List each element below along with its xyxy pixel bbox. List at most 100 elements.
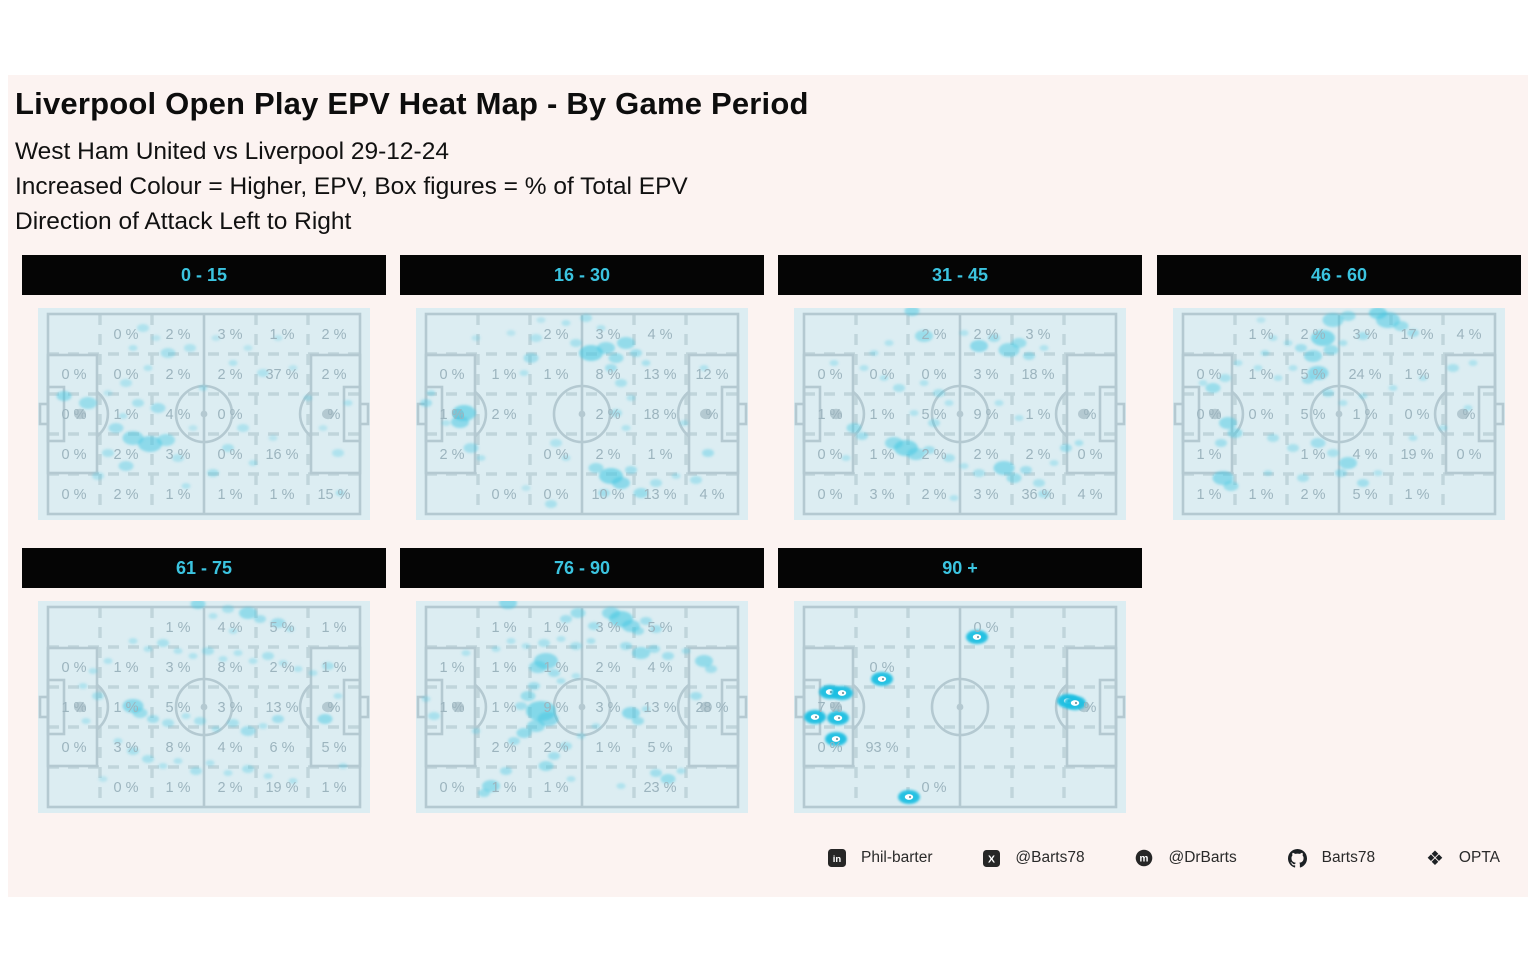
zone-epv-label: 3 % [218, 327, 243, 343]
heat-blobs [420, 314, 714, 508]
zone-epv-label: 0 % [62, 660, 87, 676]
zone-epv-label: 1 % [62, 700, 87, 716]
zone-epv-label: 4 % [218, 620, 243, 636]
zone-epv-label: 13 % [643, 487, 676, 503]
pitch-markings [794, 312, 1126, 516]
penalty-spot-right [322, 408, 334, 420]
zone-epv-label: % [1084, 407, 1097, 423]
zone-epv-label: 3 % [1353, 327, 1378, 343]
zone-epv-label: 0 % [922, 367, 947, 383]
credit-label: Phil-barter [861, 849, 933, 866]
subtitle-legend: Increased Colour = Higher, EPV, Box figu… [15, 173, 688, 200]
zone-epv-label: 3 % [596, 620, 621, 636]
pitch-heatmap-6: 1 % 1 % 3 % 5 % 1 % 1 % 1 % 2 % 4 % 1 % 1 % 9 % 3 % 1… [416, 597, 748, 813]
center-spot [956, 703, 964, 711]
credit-opta: ❖ OPTA [1426, 848, 1500, 868]
period-label: 61 - 75 [175, 557, 233, 578]
zone-epv-label: 0 % [974, 620, 999, 636]
zone-epv-label: % [328, 407, 341, 423]
zone-epv-label: 28 % [695, 700, 728, 716]
zone-epv-label: 3 % [1026, 327, 1051, 343]
zone-epv-label: 1 % [596, 740, 621, 756]
zone-epv-label: 2 % [596, 447, 621, 463]
zone-epv-label: 0 % [62, 487, 87, 503]
zone-epv-label: 0 % [1249, 407, 1274, 423]
zone-epv-label: 2 % [114, 487, 139, 503]
pitch-container: 1 % 2 % 3 % 17 % 4 % 0 % 1 % 5 % 24 % 1 % 0 % 0 % 5 … [1173, 307, 1505, 520]
zone-epv-label: 1 % [1405, 367, 1430, 383]
zone-epv-label: 9 % [974, 407, 999, 423]
zone-epv-label: 0 % [440, 367, 465, 383]
svg-text:X: X [988, 853, 995, 865]
zone-epv-label: 1 % [492, 700, 517, 716]
cell-labels: 1 % 1 % 3 % 5 % 1 % 1 % 1 % 2 % 4 % 1 % 1 % 9 % 3 % 1… [440, 620, 729, 796]
zone-epv-label: % [706, 407, 719, 423]
zone-epv-label: 8 % [218, 660, 243, 676]
zone-epv-label: 1 % [544, 367, 569, 383]
zone-epv-label: 4 % [700, 487, 725, 503]
zone-epv-label: 0 % [818, 487, 843, 503]
zone-epv-label: 0 % [1078, 447, 1103, 463]
zone-epv-label: 4 % [1078, 487, 1103, 503]
period-label: 46 - 60 [1310, 264, 1368, 285]
penalty-spot-left [452, 701, 464, 713]
zone-epv-label: 1 % [1249, 327, 1274, 343]
zone-epv-label: 1 % [166, 620, 191, 636]
period-card-0-15: 0 - 15 0 % 2 % 3 % 1 % 2 % 0 % 0 % 2 % 2 % 37 % 2 %… [22, 255, 386, 520]
pitch-heatmap-2: 2 % 3 % 4 % 0 % 1 % 1 % 8 % 13 % 12 % 1 % 2 % 2 % 18… [416, 308, 748, 520]
period-header: 46 - 60 [1157, 255, 1521, 295]
center-spot [200, 410, 208, 418]
heat-blobs [56, 324, 353, 496]
zone-epv-label: 1 % [322, 620, 347, 636]
zone-epv-label: 3 % [218, 700, 243, 716]
page-title: Liverpool Open Play EPV Heat Map - By Ga… [15, 86, 809, 121]
pitch-container: 0 % 0 % 7 %% 0 % 93 % 0 % [794, 601, 1126, 813]
zone-epv-label: 0 % [62, 740, 87, 756]
zone-epv-label: 2 % [922, 327, 947, 343]
zone-epv-label: 1 % [440, 700, 465, 716]
zone-epv-label: 0 % [1197, 407, 1222, 423]
zone-epv-label: 0 % [218, 407, 243, 423]
zone-epv-label: 2 % [596, 660, 621, 676]
credit-label: @DrBarts [1168, 849, 1237, 866]
zone-epv-label: 1 % [544, 620, 569, 636]
x-twitter-icon: X [983, 849, 1001, 867]
credit-label: OPTA [1458, 849, 1500, 866]
penalty-spot-right [322, 701, 334, 713]
zone-epv-label: 3 % [596, 700, 621, 716]
zone-epv-label: 4 % [648, 327, 673, 343]
period-card-16-30: 16 - 30 2 % 3 % 4 % 0 % 1 % 1 % 8 % 13 % 12 % 1 % 2… [400, 255, 764, 520]
zone-epv-label: 0 % [818, 447, 843, 463]
zone-epv-label: 1 % [1026, 407, 1051, 423]
zone-epv-label: 1 % [544, 780, 569, 796]
zone-epv-label: % [1084, 700, 1097, 716]
zone-epv-label: 0 % [1405, 407, 1430, 423]
zone-epv-label: 0 % [62, 407, 87, 423]
zone-epv-label: 2 % [322, 367, 347, 383]
subtitle-block: West Ham United vs Liverpool 29-12-24 In… [15, 134, 688, 239]
cell-labels: 1 % 4 % 5 % 1 % 0 % 1 % 3 % 8 % 2 % 1 % 1 % 1 % 5 % 3… [62, 620, 347, 796]
zone-epv-label: 2 % [1301, 327, 1326, 343]
center-spot [956, 410, 964, 418]
credit-label: Barts78 [1321, 849, 1376, 866]
zone-epv-label: 0 % [544, 447, 569, 463]
penalty-spot-left [74, 701, 86, 713]
pitch-heatmap-1: 0 % 2 % 3 % 1 % 2 % 0 % 0 % 2 % 2 % 37 % 2 % 0 % 1 %… [38, 308, 370, 520]
penalty-spot-right [1078, 408, 1090, 420]
credit-x: X @Barts78 [983, 849, 1085, 867]
zone-epv-label: 0 % [492, 487, 517, 503]
zone-epv-label: 2 % [922, 487, 947, 503]
pitch-heatmap-4: 1 % 2 % 3 % 17 % 4 % 0 % 1 % 5 % 24 % 1 % 0 % 0 % 5 … [1173, 307, 1505, 520]
period-card-61-75: 61 - 75 1 % 4 % 5 % 1 % 0 % 1 % 3 % 8 % 2 % 1 % 1 %… [22, 548, 386, 813]
zone-epv-label: 15 % [317, 487, 350, 503]
zone-epv-label: 2 % [322, 327, 347, 343]
zone-epv-label: 2 % [544, 327, 569, 343]
zone-epv-label: 13 % [643, 700, 676, 716]
zone-epv-label: 5 % [648, 740, 673, 756]
zone-epv-label: 5 % [1301, 407, 1326, 423]
zone-epv-label: 0 % [62, 367, 87, 383]
zone-epv-label: 1 % [492, 620, 517, 636]
zone-epv-label: 1 % [218, 487, 243, 503]
period-card-31-45: 31 - 45 2 % 2 % 3 % 0 % 0 % 0 % 3 % 18 % 1 % 1 % 5 … [778, 255, 1142, 520]
period-card-76-90: 76 - 90 1 % 1 % 3 % 5 % 1 % 1 % 1 % 2 % 4 % 1 % 1 %… [400, 548, 764, 813]
